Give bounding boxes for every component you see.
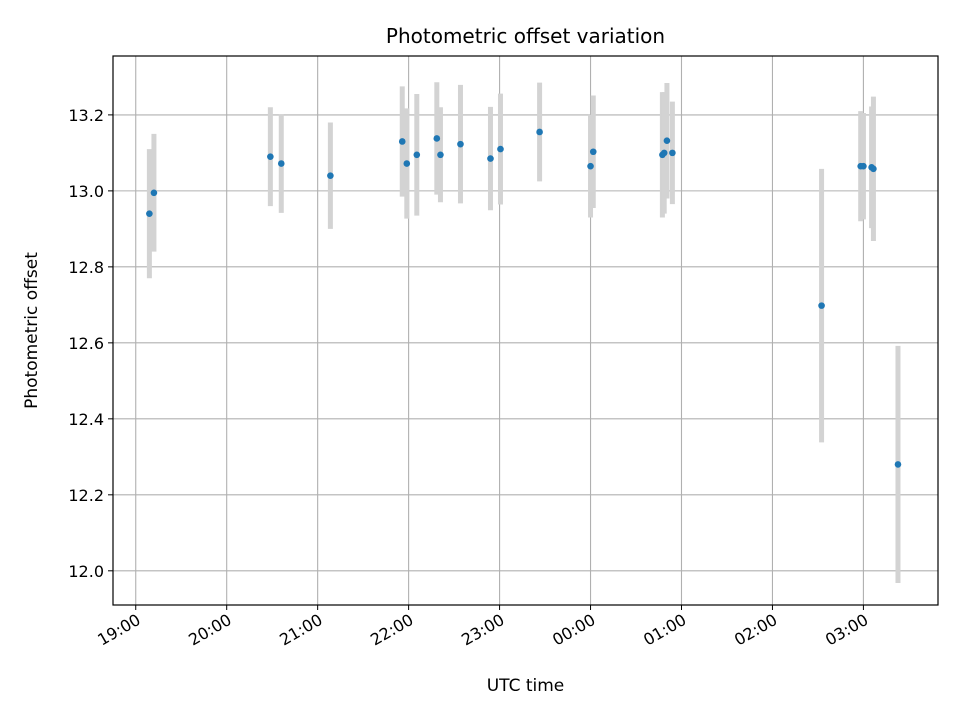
data-point [894,461,902,468]
data-point [818,302,825,309]
data-point [403,160,411,167]
y-axis-ticks: 12.0 12.2 12.4 12.6 12.8 13.0 13.2 [68,106,113,581]
x-axis-ticks: 19:00 20:00 21:00 22:00 23:00 00:00 01:00 02:00… [94,605,871,650]
data-point [669,149,676,157]
data-point [663,137,671,145]
data-point [146,210,153,217]
x-tick-label: 20:00 [185,610,234,650]
grid-layer [113,56,938,605]
data-point [398,138,406,145]
data-point [457,140,464,148]
y-tick-label: 13.0 [68,182,104,201]
y-tick-label: 13.2 [68,106,104,125]
data-point [870,165,877,173]
data-point [589,148,597,156]
data-point [536,128,543,136]
data-point [327,172,334,179]
x-tick-label: 02:00 [731,610,780,650]
y-axis-label: Photometric offset [22,252,42,409]
x-tick-label: 00:00 [549,610,598,650]
x-tick-label: 19:00 [94,610,143,650]
x-tick-label: 21:00 [276,610,325,650]
y-tick-label: 12.8 [68,258,104,277]
y-tick-label: 12.2 [68,486,104,505]
data-points [146,128,902,468]
y-tick-label: 12.6 [68,334,104,353]
data-point [150,189,158,197]
data-point [277,160,285,167]
data-point [433,135,441,142]
data-point [660,149,668,157]
x-tick-label: 01:00 [640,610,689,650]
error-bars [146,82,901,583]
x-tick-label: 03:00 [822,610,871,650]
data-point [413,151,421,159]
plot-frame [112,55,939,606]
data-point [487,155,494,162]
data-point [860,162,867,170]
data-point [267,153,274,160]
data-point [497,145,504,153]
y-tick-label: 12.0 [68,562,104,581]
x-axis-label: UTC time [487,676,565,696]
x-tick-label: 23:00 [458,610,507,650]
x-tick-label: 22:00 [367,610,416,650]
y-tick-label: 12.4 [68,410,104,429]
data-point [437,151,444,159]
data-point [587,162,594,170]
chart-title: Photometric offset variation [386,24,665,48]
